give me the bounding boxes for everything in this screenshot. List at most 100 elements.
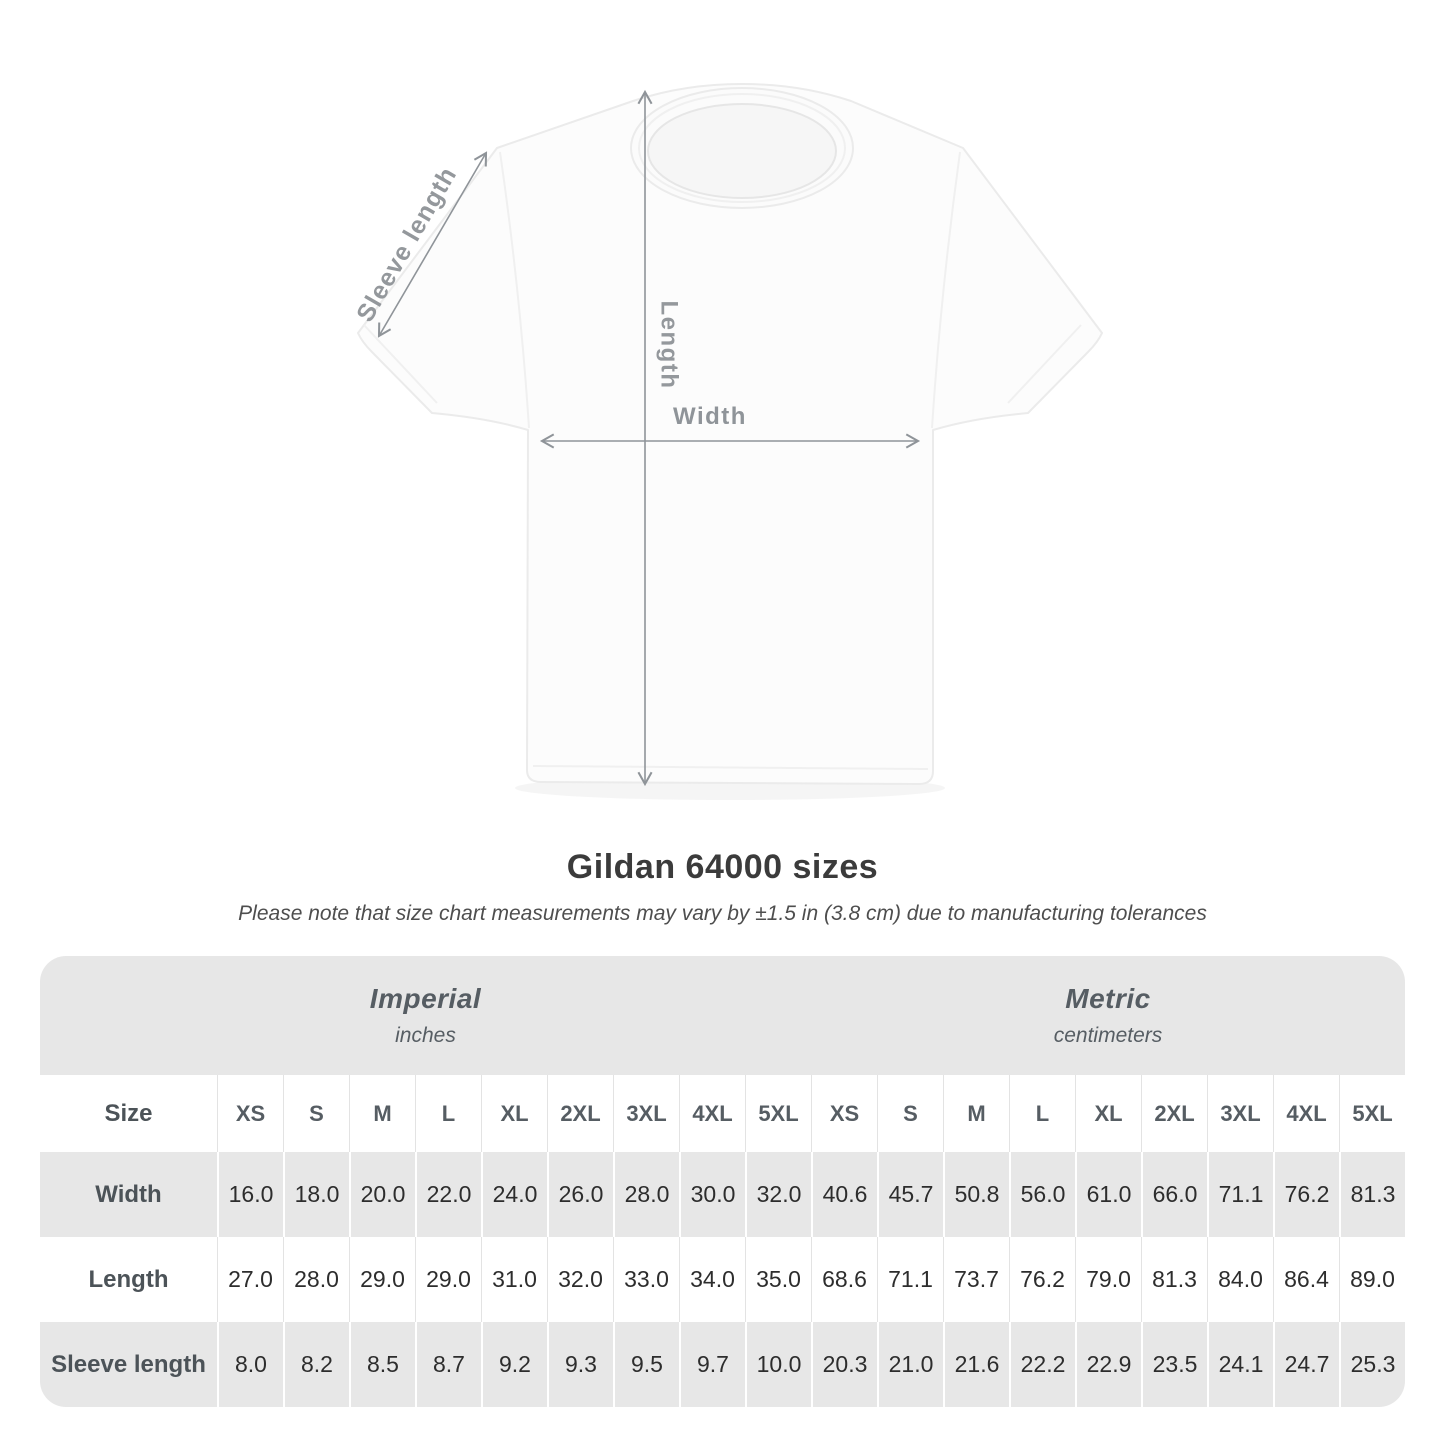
collar bbox=[630, 87, 854, 209]
size-cell: 2XL bbox=[1141, 1075, 1207, 1152]
value-cell: 50.8 bbox=[943, 1152, 1009, 1237]
size-cell: 5XL bbox=[745, 1075, 811, 1152]
size-table: Imperial inches Metric centimeters Size … bbox=[40, 956, 1405, 1407]
row-label: Sleeve length bbox=[51, 1350, 206, 1378]
value-cell: 21.6 bbox=[943, 1322, 1009, 1407]
value-cell: 61.0 bbox=[1075, 1152, 1141, 1237]
value-cell: 28.0 bbox=[613, 1152, 679, 1237]
value-cell: 66.0 bbox=[1141, 1152, 1207, 1237]
value-cell: 21.0 bbox=[877, 1322, 943, 1407]
size-cell: L bbox=[415, 1075, 481, 1152]
value-cell: 8.7 bbox=[415, 1322, 481, 1407]
length-label: Length bbox=[656, 301, 683, 390]
size-cell: S bbox=[877, 1075, 943, 1152]
value-cell: 71.1 bbox=[1207, 1152, 1273, 1237]
unit-group-band: Imperial inches Metric centimeters bbox=[40, 956, 1405, 1075]
value-cell: 35.0 bbox=[745, 1237, 811, 1322]
shirt-seams bbox=[363, 151, 1082, 770]
value-cell: 8.5 bbox=[349, 1322, 415, 1407]
value-cell: 28.0 bbox=[283, 1237, 349, 1322]
value-cell: 9.5 bbox=[613, 1322, 679, 1407]
value-cell: 9.3 bbox=[547, 1322, 613, 1407]
value-cell: 45.7 bbox=[877, 1152, 943, 1237]
imperial-label: Imperial bbox=[369, 983, 482, 1014]
size-cell: 3XL bbox=[613, 1075, 679, 1152]
value-cell: 76.2 bbox=[1273, 1152, 1339, 1237]
value-cell: 56.0 bbox=[1009, 1152, 1075, 1237]
sleeve-length-arrow bbox=[377, 151, 488, 338]
length-imperial-values: 27.0 28.0 29.0 29.0 31.0 32.0 33.0 34.0 35.0 bbox=[217, 1237, 811, 1322]
value-cell: 79.0 bbox=[1075, 1237, 1141, 1322]
size-cell: 2XL bbox=[547, 1075, 613, 1152]
value-cell: 24.0 bbox=[481, 1152, 547, 1237]
value-cell: 10.0 bbox=[745, 1322, 811, 1407]
tshirt-diagram: Length Width Sleeve length bbox=[351, 83, 1103, 800]
width-metric-values: 40.6 45.7 50.8 56.0 61.0 66.0 71.1 76.2 81.3 bbox=[811, 1152, 1405, 1237]
value-cell: 8.2 bbox=[283, 1322, 349, 1407]
imperial-unit: inches bbox=[395, 1024, 456, 1047]
value-cell: 89.0 bbox=[1339, 1237, 1405, 1322]
length-metric-values: 68.6 71.1 73.7 76.2 79.0 81.3 84.0 86.4 89.0 bbox=[811, 1237, 1405, 1322]
value-cell: 8.0 bbox=[217, 1322, 283, 1407]
size-cell: 4XL bbox=[679, 1075, 745, 1152]
value-cell: 40.6 bbox=[811, 1152, 877, 1237]
size-column-header: Size bbox=[104, 1099, 153, 1127]
value-cell: 9.2 bbox=[481, 1322, 547, 1407]
value-cell: 27.0 bbox=[217, 1237, 283, 1322]
value-cell: 23.5 bbox=[1141, 1322, 1207, 1407]
size-cell: XS bbox=[217, 1075, 283, 1152]
size-header-row: Size XS S M L XL 2XL 3XL 4XL 5XL XS S M L XL 2XL 3XL 4X… bbox=[40, 1075, 1405, 1152]
size-cell: 5XL bbox=[1339, 1075, 1405, 1152]
metric-unit: centimeters bbox=[1053, 1024, 1163, 1047]
size-cell: M bbox=[349, 1075, 415, 1152]
value-cell: 34.0 bbox=[679, 1237, 745, 1322]
value-cell: 30.0 bbox=[679, 1152, 745, 1237]
value-cell: 22.0 bbox=[415, 1152, 481, 1237]
sleeve-metric-values: 20.3 21.0 21.6 22.2 22.9 23.5 24.1 24.7 25.3 bbox=[811, 1322, 1405, 1407]
value-cell: 84.0 bbox=[1207, 1237, 1273, 1322]
table-row-width: Width 16.0 18.0 20.0 22.0 24.0 26.0 28.0 30.0 32… bbox=[40, 1152, 1405, 1237]
value-cell: 68.6 bbox=[811, 1237, 877, 1322]
value-cell: 25.3 bbox=[1339, 1322, 1405, 1407]
size-cell: M bbox=[943, 1075, 1009, 1152]
value-cell: 81.3 bbox=[1141, 1237, 1207, 1322]
metric-label: Metric bbox=[1065, 983, 1151, 1014]
value-cell: 24.7 bbox=[1273, 1322, 1339, 1407]
value-cell: 81.3 bbox=[1339, 1152, 1405, 1237]
metric-size-headers: XS S M L XL 2XL 3XL 4XL 5XL bbox=[811, 1075, 1405, 1152]
width-label: Width bbox=[673, 403, 747, 430]
value-cell: 29.0 bbox=[349, 1237, 415, 1322]
value-cell: 18.0 bbox=[283, 1152, 349, 1237]
value-cell: 86.4 bbox=[1273, 1237, 1339, 1322]
size-cell: L bbox=[1009, 1075, 1075, 1152]
row-label: Width bbox=[95, 1180, 162, 1208]
metric-group-header: Metric centimeters bbox=[811, 956, 1405, 1075]
imperial-group-header: Imperial inches bbox=[40, 956, 811, 1075]
headline: Gildan 64000 sizes Please note that size… bbox=[0, 848, 1445, 926]
value-cell: 22.9 bbox=[1075, 1322, 1141, 1407]
tshirt-measurement-figure: Length Width Sleeve length bbox=[351, 83, 1103, 800]
value-cell: 31.0 bbox=[481, 1237, 547, 1322]
page-title: Gildan 64000 sizes bbox=[566, 848, 879, 886]
size-cell: XL bbox=[1075, 1075, 1141, 1152]
value-cell: 26.0 bbox=[547, 1152, 613, 1237]
value-cell: 29.0 bbox=[415, 1237, 481, 1322]
table-row-sleeve-length: Sleeve length 8.0 8.2 8.5 8.7 9.2 9.3 9.5 9.7 10… bbox=[40, 1322, 1405, 1407]
value-cell: 71.1 bbox=[877, 1237, 943, 1322]
value-cell: 20.3 bbox=[811, 1322, 877, 1407]
size-cell: XL bbox=[481, 1075, 547, 1152]
size-cell: XS bbox=[811, 1075, 877, 1152]
value-cell: 33.0 bbox=[613, 1237, 679, 1322]
sleeve-imperial-values: 8.0 8.2 8.5 8.7 9.2 9.3 9.5 9.7 10.0 bbox=[217, 1322, 811, 1407]
width-imperial-values: 16.0 18.0 20.0 22.0 24.0 26.0 28.0 30.0 32.0 bbox=[217, 1152, 811, 1237]
value-cell: 24.1 bbox=[1207, 1322, 1273, 1407]
size-cell: 4XL bbox=[1273, 1075, 1339, 1152]
value-cell: 22.2 bbox=[1009, 1322, 1075, 1407]
value-cell: 32.0 bbox=[745, 1152, 811, 1237]
size-cell: S bbox=[283, 1075, 349, 1152]
value-cell: 9.7 bbox=[679, 1322, 745, 1407]
value-cell: 32.0 bbox=[547, 1237, 613, 1322]
value-cell: 76.2 bbox=[1009, 1237, 1075, 1322]
size-cell: 3XL bbox=[1207, 1075, 1273, 1152]
tolerance-note: Please note that size chart measurements… bbox=[238, 902, 1207, 925]
